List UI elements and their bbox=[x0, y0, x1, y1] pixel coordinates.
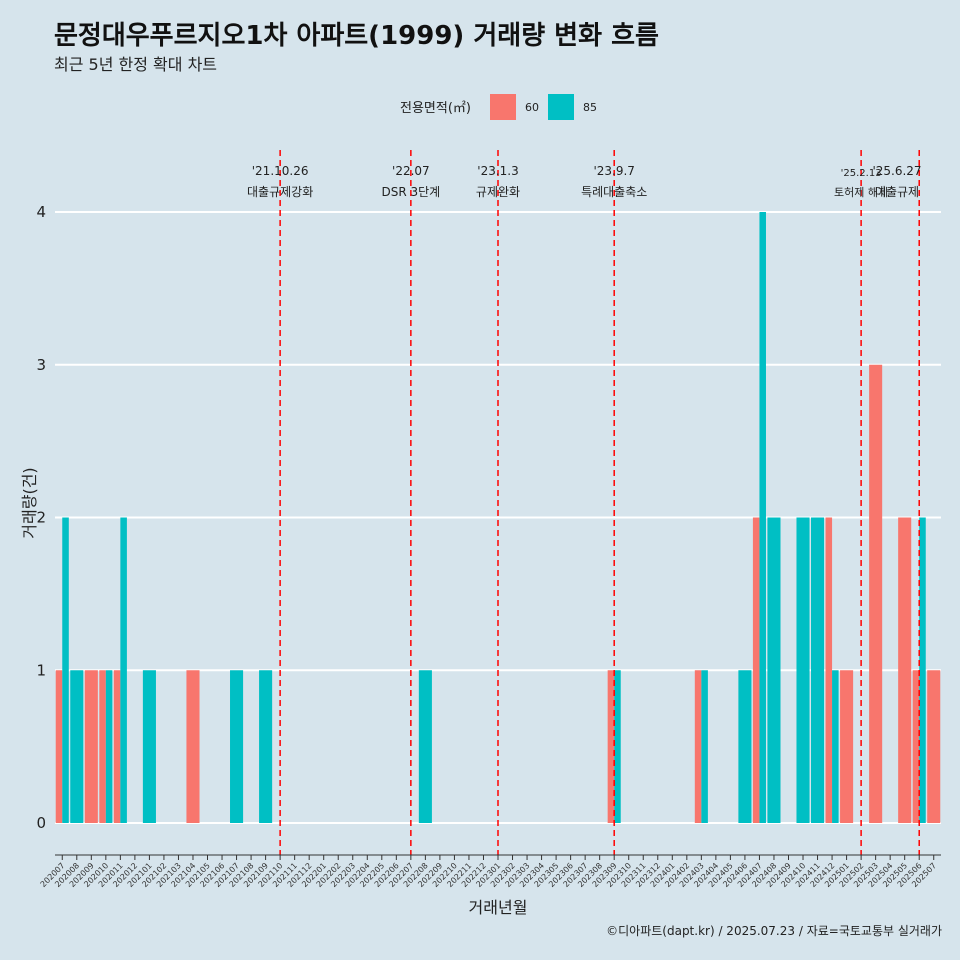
y-tick-label: 3 bbox=[36, 356, 46, 374]
bar-60 bbox=[752, 517, 760, 823]
y-tick-label: 2 bbox=[36, 509, 46, 527]
x-axis: 2020072020082020092020102020112020122021… bbox=[39, 854, 941, 889]
bar-85 bbox=[142, 670, 156, 823]
bar-60 bbox=[186, 670, 200, 823]
bar-85 bbox=[70, 670, 84, 823]
bar-60 bbox=[607, 670, 615, 823]
bar-85 bbox=[418, 670, 432, 823]
event-date: '23.9.7 bbox=[593, 164, 634, 178]
bar-60 bbox=[84, 670, 98, 823]
bar-85 bbox=[796, 517, 810, 823]
caption: ©디아파트(dapt.kr) / 2025.07.23 / 자료=국토교통부 실… bbox=[606, 924, 942, 938]
y-tick-label: 1 bbox=[36, 661, 46, 679]
legend-swatch-60 bbox=[490, 94, 516, 120]
event-date: '25.2.13 bbox=[841, 168, 882, 179]
event-markers: '21.10.26 대출규제강화 '22.07 DSR 3단계 '23.1.3 규제완화 '… bbox=[247, 150, 922, 855]
bar-60 bbox=[927, 670, 941, 823]
bar-85 bbox=[230, 670, 244, 823]
bar-60 bbox=[55, 670, 63, 823]
event-label: 규제완화 bbox=[476, 185, 520, 199]
bar-60 bbox=[694, 670, 702, 823]
bar-85 bbox=[105, 670, 113, 823]
legend-label-60: 60 bbox=[525, 101, 539, 114]
event-label: 대출규제강화 bbox=[247, 185, 313, 199]
bar-60 bbox=[825, 517, 833, 823]
bar-60 bbox=[869, 364, 883, 823]
event-label: DSR 3단계 bbox=[381, 185, 440, 199]
event-date: '22.07 bbox=[392, 164, 430, 178]
y-axis-title: 거래량(건) bbox=[20, 467, 39, 538]
bar-85 bbox=[738, 670, 752, 823]
bar-60 bbox=[840, 670, 854, 823]
event-date: '23.1.3 bbox=[477, 164, 518, 178]
y-tick-label: 4 bbox=[36, 203, 46, 221]
legend: 전용면적(㎡) 60 85 bbox=[400, 94, 597, 120]
legend-title: 전용면적(㎡) bbox=[400, 101, 471, 116]
bar-60 bbox=[912, 670, 920, 823]
bar-60 bbox=[113, 670, 121, 823]
bar-85 bbox=[259, 670, 273, 823]
chart-subtitle: 최근 5년 한정 확대 차트 bbox=[54, 55, 217, 74]
bar-85 bbox=[767, 517, 781, 823]
event-date: '25.6.27 bbox=[872, 164, 921, 178]
event-label: 토허제 해제 bbox=[834, 185, 888, 199]
legend-label-85: 85 bbox=[583, 101, 597, 114]
bar-85 bbox=[759, 212, 766, 823]
bar-60 bbox=[99, 670, 106, 823]
bar-85 bbox=[701, 670, 708, 823]
event-label: 대출규제 bbox=[875, 185, 919, 199]
bar-85 bbox=[919, 517, 926, 823]
legend-swatch-85 bbox=[548, 94, 574, 120]
y-axis-ticks: 0 1 2 3 4 bbox=[36, 203, 46, 832]
bar-85 bbox=[62, 517, 69, 823]
bar-60 bbox=[898, 517, 912, 823]
chart-title: 문정대우푸르지오1차 아파트(1999) 거래량 변화 흐름 bbox=[54, 21, 659, 51]
bars bbox=[55, 212, 941, 823]
y-tick-label: 0 bbox=[36, 814, 46, 832]
bar-85 bbox=[120, 517, 127, 823]
x-axis-title: 거래년월 bbox=[469, 898, 528, 917]
event-date: '21.10.26 bbox=[252, 164, 309, 178]
event-label: 특례대출축소 bbox=[581, 185, 647, 199]
bar-85 bbox=[832, 670, 839, 823]
bar-85 bbox=[811, 517, 825, 823]
bar-85 bbox=[614, 670, 621, 823]
